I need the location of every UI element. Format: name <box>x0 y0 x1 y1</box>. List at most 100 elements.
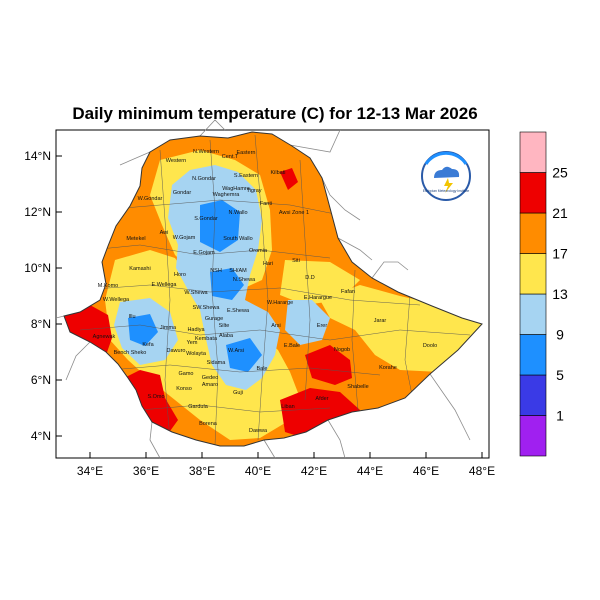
colorbar-label: 5 <box>556 367 564 383</box>
zone-label: Waghemra <box>213 192 241 198</box>
zone-label: N.Gondar <box>192 176 216 182</box>
zone-label: Kembata <box>195 336 218 342</box>
neighbor-borders <box>55 119 471 459</box>
axis-labels: 14°N 12°N 10°N 8°N 6°N 4°N 34°E 36°E 38°… <box>24 149 495 478</box>
colorbar-label: 1 <box>556 408 564 424</box>
zone-label: Gurage <box>205 316 223 322</box>
zone-label: Illu <box>128 314 135 320</box>
zone-label: Gedeo <box>202 375 219 381</box>
zone-label: Liban <box>281 404 294 410</box>
zone-label: Hadiya <box>187 327 205 333</box>
institute-logo: Ethiopian Meteorology Institute <box>421 151 471 201</box>
zone-label: Siti <box>292 258 300 264</box>
field-blue-core-1 <box>200 200 240 252</box>
zone-label: Oromia <box>249 248 268 254</box>
zone-label: Korahe <box>379 365 397 371</box>
colorbar-box <box>519 172 547 214</box>
lat-label: 8°N <box>31 317 51 331</box>
zone-label: E.Gojam <box>193 250 215 256</box>
zone-label: Metekel <box>126 236 145 242</box>
zone-label: Afder <box>315 396 328 402</box>
zone-label: Konso <box>176 386 192 392</box>
zone-label: Jarar <box>374 318 387 324</box>
country-outline <box>63 131 483 447</box>
zone-label: Alaba <box>219 333 234 339</box>
cloud-icon <box>434 166 460 178</box>
zone-label: E.Wellega <box>152 282 178 288</box>
zone-label: Kefa <box>142 342 154 348</box>
zone-label: M.Komo <box>98 283 118 289</box>
zone-label: Silte <box>219 323 230 329</box>
lightning-icon <box>444 178 453 193</box>
lat-label: 6°N <box>31 373 51 387</box>
zone-label: Awsi Zone 1 <box>279 210 309 216</box>
zone-label: Fafan <box>341 289 355 295</box>
map-plot-area: Western N.Western Cent.T Eastern S.Easte… <box>24 119 495 478</box>
zone-label: Guji <box>233 390 243 396</box>
field-red-ogaden <box>305 345 352 385</box>
colorbar: 1 5 9 13 17 21 25 <box>519 131 568 457</box>
zone-label: Wolayta <box>186 351 207 357</box>
lat-label: 12°N <box>24 205 51 219</box>
colorbar-boxes <box>519 131 547 457</box>
zone-label: S.Gondar <box>194 216 218 222</box>
field-yellow-dire <box>280 260 360 305</box>
zone-label: Yem <box>187 340 198 346</box>
colorbar-box <box>519 415 547 457</box>
zone-label: N.Western <box>193 149 219 155</box>
zone-label: Fanti <box>260 201 272 207</box>
zone-label: Erer <box>317 323 328 329</box>
colorbar-label: 21 <box>552 205 568 221</box>
field-lightblue-east <box>285 300 330 345</box>
colorbar-box <box>519 212 547 254</box>
colorbar-label: 17 <box>552 246 568 262</box>
zone-label: Amaro <box>202 382 218 388</box>
colorbar-label: 25 <box>552 165 568 181</box>
zone-label: Agnewak <box>93 334 116 340</box>
zone-label: N.Wallo <box>228 210 247 216</box>
field-blue-core-2 <box>210 268 244 300</box>
lat-label: 4°N <box>31 429 51 443</box>
lon-label: 46°E <box>413 464 439 478</box>
zone-label: W.Shewa <box>184 290 208 296</box>
colorbar-label: 9 <box>556 327 564 343</box>
zone-label: S.Omo <box>147 394 164 400</box>
zone-label: E.Harargue <box>304 295 332 301</box>
lat-label: 10°N <box>24 261 51 275</box>
logo-caption: Ethiopian Meteorology Institute <box>423 189 470 193</box>
zone-label: Dawuro <box>167 348 186 354</box>
zone-label: Kamashi <box>129 266 150 272</box>
lat-label: 14°N <box>24 149 51 163</box>
zone-label: Kilbati <box>271 170 286 176</box>
lon-label: 48°E <box>469 464 495 478</box>
zone-label: SW.Shewa <box>193 305 221 311</box>
zone-label: Tigray <box>246 188 261 194</box>
zone-label: Dawwa <box>249 428 268 434</box>
zone-label: Jimma <box>160 325 177 331</box>
zone-label: E.Shewa <box>227 308 250 314</box>
zone-label: Shabelle <box>347 384 368 390</box>
zone-label: Doolo <box>423 343 437 349</box>
lon-label: 40°E <box>245 464 271 478</box>
zone-label: Sidama <box>207 360 227 366</box>
zone-label: D.D <box>305 275 315 281</box>
colorbar-box <box>519 253 547 295</box>
zone-label: S.Eastern <box>234 173 258 179</box>
zone-label: Bench Sheko <box>114 350 147 356</box>
zone-label: W.Gojam <box>173 235 196 241</box>
map-title: Daily minimum temperature (C) for 12-13 … <box>72 104 478 123</box>
zone-label: Eastern <box>237 150 256 156</box>
zone-label: W.Hararge <box>267 300 293 306</box>
admin-boundaries <box>79 134 471 446</box>
zone-label: Borena <box>199 421 218 427</box>
zone-label: WagHamra <box>222 186 251 192</box>
zone-label: N.Shewa <box>233 277 256 283</box>
zone-label: Arsi <box>271 323 280 329</box>
lon-label: 34°E <box>77 464 103 478</box>
colorbar-label: 13 <box>552 286 568 302</box>
zone-label: W.Gondar <box>138 196 163 202</box>
zone-label: Hari <box>263 261 273 267</box>
field-blue-core-3 <box>226 338 262 372</box>
zone-label: SH/AM <box>229 268 247 274</box>
zone-label: Cent.T <box>222 154 239 160</box>
